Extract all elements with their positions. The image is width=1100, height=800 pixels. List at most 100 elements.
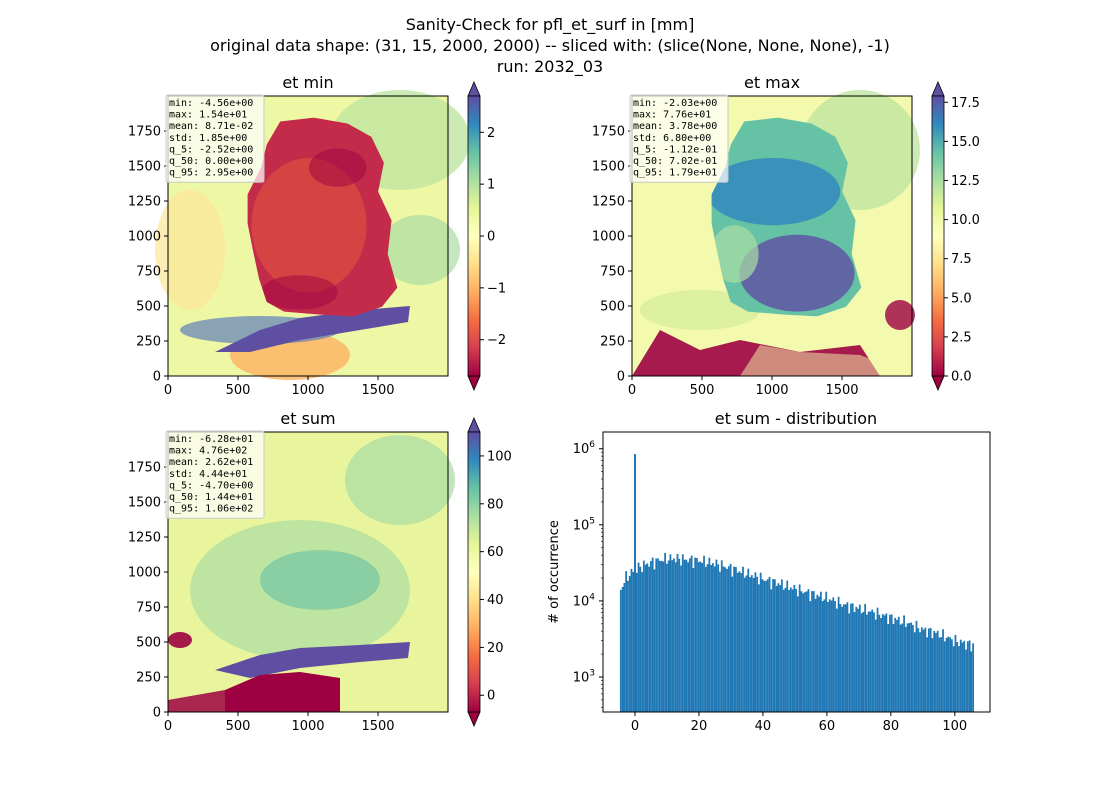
heatmap-et-sum-field (168, 432, 455, 712)
y-tick-label: 1000 (128, 230, 161, 245)
histogram-bar (931, 638, 934, 712)
histogram-bar (880, 617, 882, 712)
histogram-bar (673, 558, 675, 712)
histogram-bar (704, 566, 707, 712)
histogram-bar (697, 562, 700, 712)
histogram-bar (688, 558, 691, 712)
histogram-bar (657, 558, 659, 712)
colorbar-tick-label: 1 (487, 178, 495, 193)
x-tick-label: 0 (628, 383, 636, 398)
histogram-bar (832, 597, 835, 712)
histogram-bar (784, 587, 787, 712)
colorbar-et-max: 17.5 15.0 12.5 10.0 7.5 5.0 2.5 0.0 (931, 80, 980, 392)
y-tick-label: 750 (136, 265, 161, 280)
y-tick-label: 1500 (128, 496, 161, 511)
histogram-bar (966, 641, 969, 712)
y-tick-label: 106 (573, 440, 596, 457)
y-tick-label: 500 (136, 636, 161, 651)
y-tick-label: 0 (153, 706, 161, 721)
histogram-bar (745, 575, 748, 712)
histogram-bar (858, 604, 861, 712)
histogram-bar (759, 572, 762, 712)
histogram-bar (848, 613, 851, 712)
histogram-bar (648, 566, 651, 712)
histogram-bar (935, 632, 937, 712)
histogram-bar (733, 566, 736, 712)
histogram-bar (630, 568, 633, 712)
histogram-bar (926, 637, 928, 712)
histogram-bar (738, 571, 741, 712)
histogram-bar (896, 619, 898, 712)
y-tick-label: 1000 (592, 230, 625, 245)
histogram-bar (646, 563, 649, 712)
histogram-bar (796, 596, 799, 712)
histogram-bar (947, 636, 950, 712)
histogram-bar (830, 600, 833, 712)
colorbar-gradient (931, 95, 945, 377)
histogram-bar (671, 560, 674, 712)
histogram-bar (936, 630, 939, 712)
histogram-bar (685, 559, 688, 712)
colorbar-tick-label: 20 (487, 641, 504, 656)
histogram-bar (632, 571, 635, 712)
histogram-bar (660, 560, 663, 712)
histogram-y-axis-label: # of occurrence (547, 520, 562, 624)
histogram-bar (798, 584, 801, 712)
colorbar-et-min: 2 1 0 −1 −2 (467, 80, 506, 392)
histogram-bar (816, 594, 819, 712)
histogram-bar (722, 566, 725, 712)
stats-line: min: -4.56e+00 (169, 98, 253, 109)
colorbar-tick-label: 40 (487, 593, 504, 608)
histogram-bar (846, 602, 849, 712)
histogram-bar (827, 601, 829, 712)
histogram-bar (862, 611, 865, 712)
histogram-bar (696, 558, 698, 712)
histogram-bar (857, 608, 859, 712)
stats-line: max: 7.76e+01 (633, 110, 711, 121)
colorbar-tick-label: 15.0 (951, 135, 980, 150)
histogram-frame (602, 431, 991, 713)
histogram-bar (940, 637, 943, 712)
colorbar-extend-max (931, 80, 945, 97)
histogram-bar (789, 587, 792, 712)
colorbar-tick-label: 2 (487, 126, 495, 141)
y-tick-label: 250 (136, 335, 161, 350)
stats-line: q_95: 1.79e+01 (633, 168, 717, 179)
histogram-bar (655, 558, 658, 712)
histogram-bar (897, 616, 900, 712)
histogram-bar (735, 567, 737, 712)
histogram-bar (761, 579, 764, 712)
histogram-bar (869, 611, 872, 712)
histogram-bar (625, 571, 628, 712)
figure-title-line-1: Sanity-Check for pfl_et_surf in [mm] (406, 15, 695, 35)
histogram-bar (742, 566, 744, 712)
stats-line: min: -2.03e+00 (633, 98, 717, 109)
histogram-bar (841, 606, 844, 712)
histogram-bar (781, 579, 783, 712)
x-tick-label: 500 (226, 719, 251, 734)
histogram-bar (642, 560, 645, 712)
histogram-bar (701, 562, 704, 712)
histogram-bar (667, 560, 670, 712)
histogram-bar (621, 586, 624, 712)
histogram-bar (752, 577, 755, 712)
figure-title-line-2: original data shape: (31, 15, 2000, 2000… (210, 36, 890, 55)
stats-line: q_50: 7.02e-01 (633, 156, 717, 167)
stats-line: std: 1.85e+00 (169, 133, 247, 144)
histogram-bar (942, 629, 944, 712)
y-tick-label: 1500 (128, 160, 161, 175)
histogram-bar (805, 591, 808, 712)
y-tick-label: 250 (600, 335, 625, 350)
histogram-bar (956, 641, 959, 712)
stats-box (629, 94, 729, 183)
histogram-bar (800, 591, 803, 712)
histogram-bar (786, 580, 789, 712)
stats-line: q_5: -2.52e+00 (169, 144, 253, 155)
stats-box (165, 430, 265, 519)
y-tick-label: 1250 (128, 195, 161, 210)
histogram-bar (699, 561, 702, 712)
histogram-bar (837, 596, 840, 712)
histogram-bar (874, 619, 877, 712)
x-tick-label: 1500 (361, 719, 394, 734)
histogram-bar (782, 589, 785, 712)
